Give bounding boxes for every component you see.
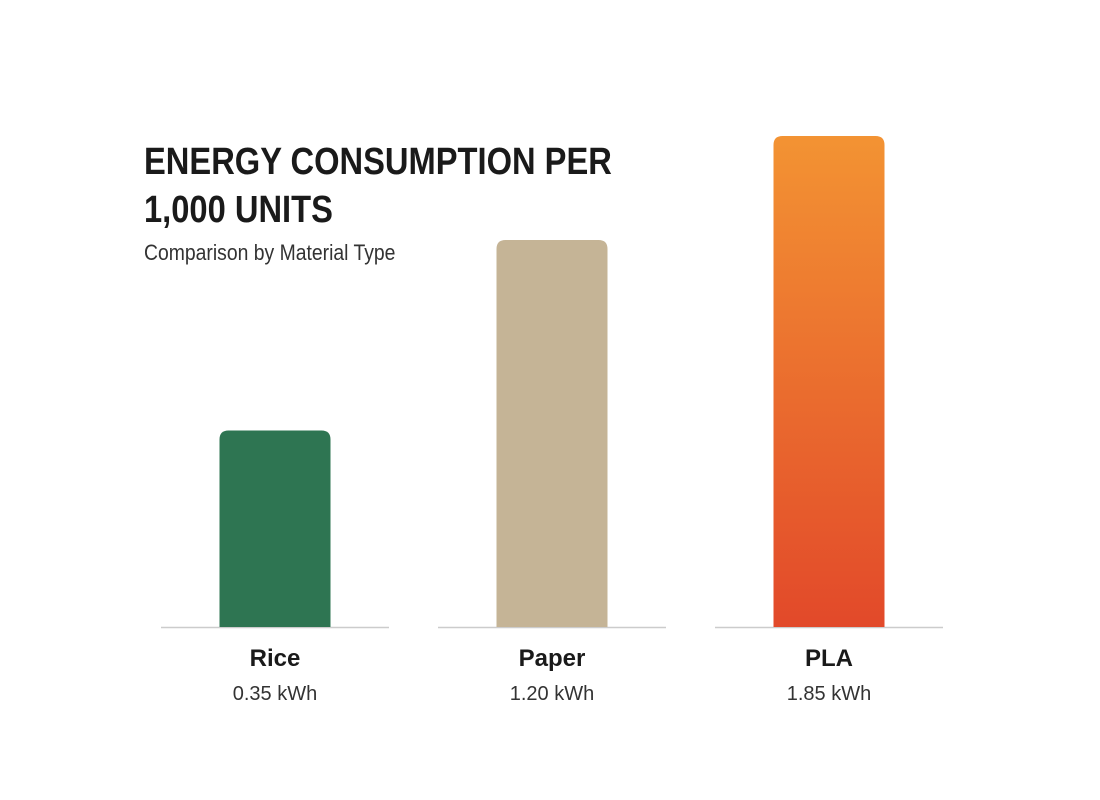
bar-rice — [219, 430, 331, 627]
chart-subtitle: Comparison by Material Type — [144, 240, 396, 265]
category-label-rice: Rice — [250, 645, 301, 672]
category-label-pla: PLA — [805, 645, 853, 672]
bar-pla — [773, 136, 885, 627]
value-label-rice: 0.35 kWh — [233, 683, 317, 705]
value-label-paper: 1.20 kWh — [510, 683, 594, 705]
value-label-pla: 1.85 kWh — [787, 683, 871, 705]
category-label-paper: Paper — [519, 645, 586, 672]
bar-paper — [496, 240, 608, 627]
chart-title: ENERGY CONSUMPTION PER 1,000 UNITS — [144, 141, 612, 231]
